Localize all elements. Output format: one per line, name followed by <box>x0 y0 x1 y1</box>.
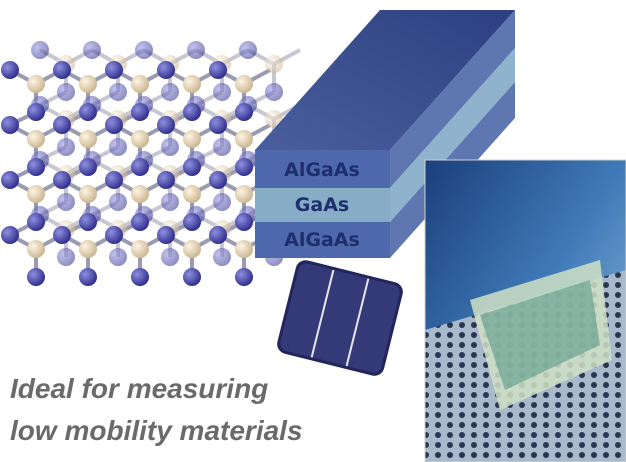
atom <box>209 171 227 189</box>
atom <box>183 268 201 286</box>
atom <box>53 226 71 244</box>
atom <box>161 193 179 211</box>
atom <box>57 138 75 156</box>
layer-label: AlGaAs <box>284 159 360 181</box>
atom <box>109 138 127 156</box>
atom <box>53 61 71 79</box>
atom <box>27 103 45 121</box>
atom <box>27 268 45 286</box>
atom <box>157 61 175 79</box>
atom <box>27 75 45 93</box>
atom <box>131 240 149 258</box>
atom <box>157 226 175 244</box>
atom <box>157 171 175 189</box>
atom <box>83 41 101 59</box>
atom <box>131 185 149 203</box>
atom <box>109 193 127 211</box>
atom <box>131 103 149 121</box>
atom <box>239 41 257 59</box>
atom <box>131 130 149 148</box>
atom <box>161 83 179 101</box>
atom <box>27 130 45 148</box>
atom <box>105 226 123 244</box>
atom <box>79 213 97 231</box>
atom <box>187 41 205 59</box>
crystal-lattice <box>1 41 301 286</box>
atom <box>131 268 149 286</box>
atom <box>183 103 201 121</box>
layer-label: GaAs <box>295 194 349 216</box>
atom <box>213 193 231 211</box>
atom <box>79 240 97 258</box>
atom <box>57 193 75 211</box>
atom <box>265 83 283 101</box>
atom <box>79 75 97 93</box>
atom <box>1 116 19 134</box>
atom <box>235 185 253 203</box>
caption-line: low mobility materials <box>10 415 303 446</box>
atom <box>183 240 201 258</box>
atom <box>235 268 253 286</box>
atom <box>157 116 175 134</box>
atom <box>235 158 253 176</box>
atom <box>183 213 201 231</box>
atom <box>31 41 49 59</box>
photo <box>424 159 626 462</box>
atom <box>1 171 19 189</box>
atom <box>213 83 231 101</box>
atom <box>79 185 97 203</box>
atom <box>161 248 179 266</box>
atom <box>53 171 71 189</box>
atom <box>105 171 123 189</box>
atom <box>183 75 201 93</box>
solar-cell <box>277 260 403 376</box>
atom <box>53 116 71 134</box>
atom <box>79 268 97 286</box>
atom <box>235 213 253 231</box>
atom <box>209 116 227 134</box>
atom <box>235 130 253 148</box>
atom <box>57 248 75 266</box>
atom <box>209 226 227 244</box>
atom <box>1 61 19 79</box>
atom <box>265 55 283 73</box>
layer-label: AlGaAs <box>284 229 360 251</box>
atom <box>105 61 123 79</box>
atom <box>131 213 149 231</box>
atom <box>27 213 45 231</box>
atom <box>265 110 283 128</box>
atom <box>79 103 97 121</box>
atom <box>213 138 231 156</box>
atom <box>79 130 97 148</box>
atom <box>105 116 123 134</box>
atom <box>79 158 97 176</box>
atom <box>135 41 153 59</box>
atom <box>209 61 227 79</box>
atom <box>213 248 231 266</box>
atom <box>235 103 253 121</box>
atom <box>183 185 201 203</box>
atom <box>109 248 127 266</box>
atom <box>131 158 149 176</box>
atom <box>183 158 201 176</box>
atom <box>57 83 75 101</box>
atom <box>109 83 127 101</box>
atom <box>235 240 253 258</box>
atom <box>235 75 253 93</box>
atom <box>161 138 179 156</box>
atom <box>27 185 45 203</box>
atom <box>183 130 201 148</box>
atom <box>27 158 45 176</box>
atom <box>27 240 45 258</box>
atom <box>131 75 149 93</box>
caption-line: Ideal for measuring <box>10 373 268 404</box>
atom <box>1 226 19 244</box>
